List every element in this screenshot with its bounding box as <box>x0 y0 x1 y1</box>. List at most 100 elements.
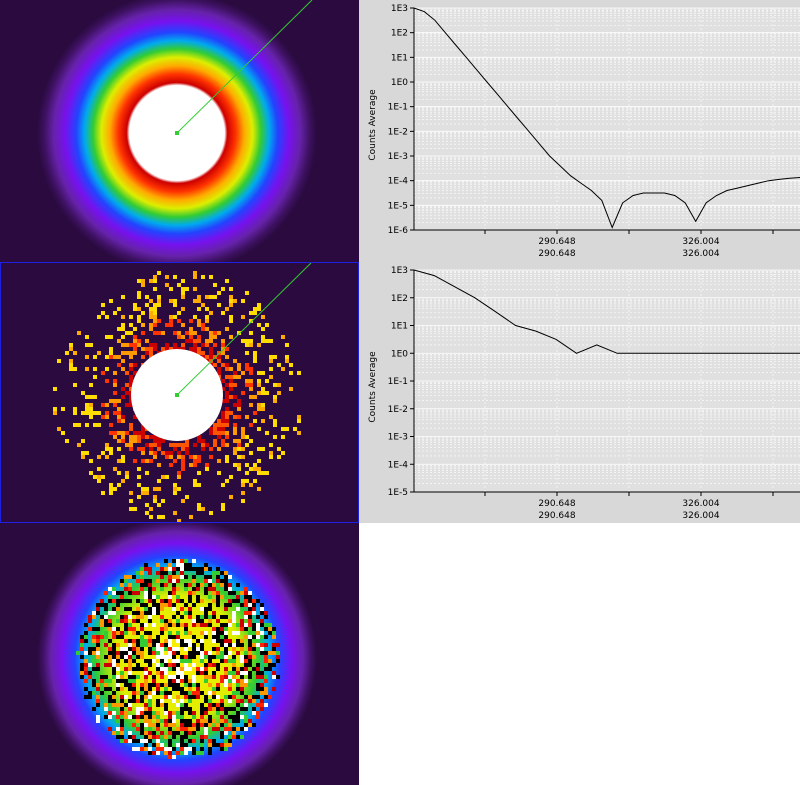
pixel <box>108 699 112 703</box>
pixel <box>188 631 192 635</box>
pixel <box>149 315 153 319</box>
pixel <box>132 659 136 663</box>
pixel <box>144 671 148 675</box>
pixel <box>149 435 153 439</box>
residual-image-panel[interactable] <box>0 523 359 785</box>
pixel <box>96 627 100 631</box>
pixel <box>204 587 208 591</box>
pixel <box>177 283 181 287</box>
pixel <box>221 343 225 347</box>
center-marker[interactable] <box>175 393 179 397</box>
pixel <box>264 611 268 615</box>
pixel <box>181 443 185 447</box>
profile-chart[interactable]: 1E31E21E11E01E-11E-21E-31E-41E-5290.6482… <box>359 262 800 523</box>
pixel <box>228 659 232 663</box>
pixel <box>73 367 77 371</box>
pixel <box>157 299 161 303</box>
pixel <box>228 699 232 703</box>
pixel <box>133 363 137 367</box>
pixel <box>244 599 248 603</box>
pixel <box>176 623 180 627</box>
model-image-panel[interactable] <box>0 0 359 262</box>
pixel <box>96 635 100 639</box>
plot-area[interactable] <box>414 8 800 230</box>
pixel <box>161 451 165 455</box>
pixel <box>240 727 244 731</box>
pixel <box>220 707 224 711</box>
pixel <box>212 671 216 675</box>
pixel <box>197 347 201 351</box>
pixel <box>224 579 228 583</box>
pixel <box>92 679 96 683</box>
pixel <box>220 675 224 679</box>
cursor-line[interactable] <box>176 0 313 134</box>
pixel <box>268 667 272 671</box>
cursor-line[interactable] <box>176 263 312 396</box>
pixel <box>160 599 164 603</box>
center-marker[interactable] <box>175 131 179 135</box>
pixel <box>228 583 232 587</box>
pixel <box>240 627 244 631</box>
pixel <box>156 711 160 715</box>
pixel <box>157 319 161 323</box>
pixel <box>144 563 148 567</box>
pixel <box>256 651 260 655</box>
pixel <box>212 739 216 743</box>
pixel <box>188 719 192 723</box>
pixel <box>140 687 144 691</box>
pixel <box>84 679 88 683</box>
pixel <box>120 727 124 731</box>
pixel <box>228 623 232 627</box>
pixel <box>225 431 229 435</box>
pixel <box>104 615 108 619</box>
pixel <box>264 623 268 627</box>
pixel <box>156 703 160 707</box>
pixel <box>245 367 249 371</box>
profile-chart[interactable]: 1E31E21E11E01E-11E-21E-31E-41E-51E-6290.… <box>359 0 800 262</box>
pixel <box>217 471 221 475</box>
pixel <box>232 659 236 663</box>
pixel <box>212 647 216 651</box>
pixel <box>249 331 253 335</box>
pixel <box>173 275 177 279</box>
pixel <box>156 607 160 611</box>
radial-profile-plot-bottom[interactable]: 1E3 1E2 1E1 1E0 1E-1 1E-2 1E-3 1E-4 1E-5 290.648 2… <box>359 262 800 523</box>
pixel <box>152 607 156 611</box>
pixel <box>236 623 240 627</box>
pixel <box>209 335 213 339</box>
pixel <box>144 707 148 711</box>
pixel <box>100 679 104 683</box>
pixel <box>248 659 252 663</box>
pixel <box>121 351 125 355</box>
pixel <box>144 695 148 699</box>
pixel <box>117 355 121 359</box>
pixel <box>176 567 180 571</box>
pixel <box>124 627 128 631</box>
pixel <box>225 355 229 359</box>
pixel <box>152 711 156 715</box>
pixel <box>172 571 176 575</box>
pixel <box>244 627 248 631</box>
pixel <box>164 659 168 663</box>
pixel <box>108 659 112 663</box>
pixel <box>209 347 213 351</box>
pixel <box>128 627 132 631</box>
pixel <box>253 395 257 399</box>
pixel <box>197 471 201 475</box>
pixel <box>116 735 120 739</box>
model-image[interactable] <box>0 0 359 262</box>
radial-profile-plot-top[interactable]: 1E3 1E2 1E1 1E0 1E-1 1E-2 1E-3 1E-4 1E-5 1E-6 290.… <box>359 0 800 262</box>
pixel <box>168 679 172 683</box>
pixel <box>168 727 172 731</box>
residual-image[interactable] <box>0 523 359 785</box>
pixel <box>153 279 157 283</box>
pixel <box>112 695 116 699</box>
pixel <box>125 403 129 407</box>
data-image-panel[interactable] <box>0 262 359 523</box>
pixel <box>177 347 181 351</box>
pixel <box>208 579 212 583</box>
pixel <box>240 647 244 651</box>
pixel <box>156 655 160 659</box>
data-image[interactable] <box>1 263 358 522</box>
pixel <box>200 599 204 603</box>
